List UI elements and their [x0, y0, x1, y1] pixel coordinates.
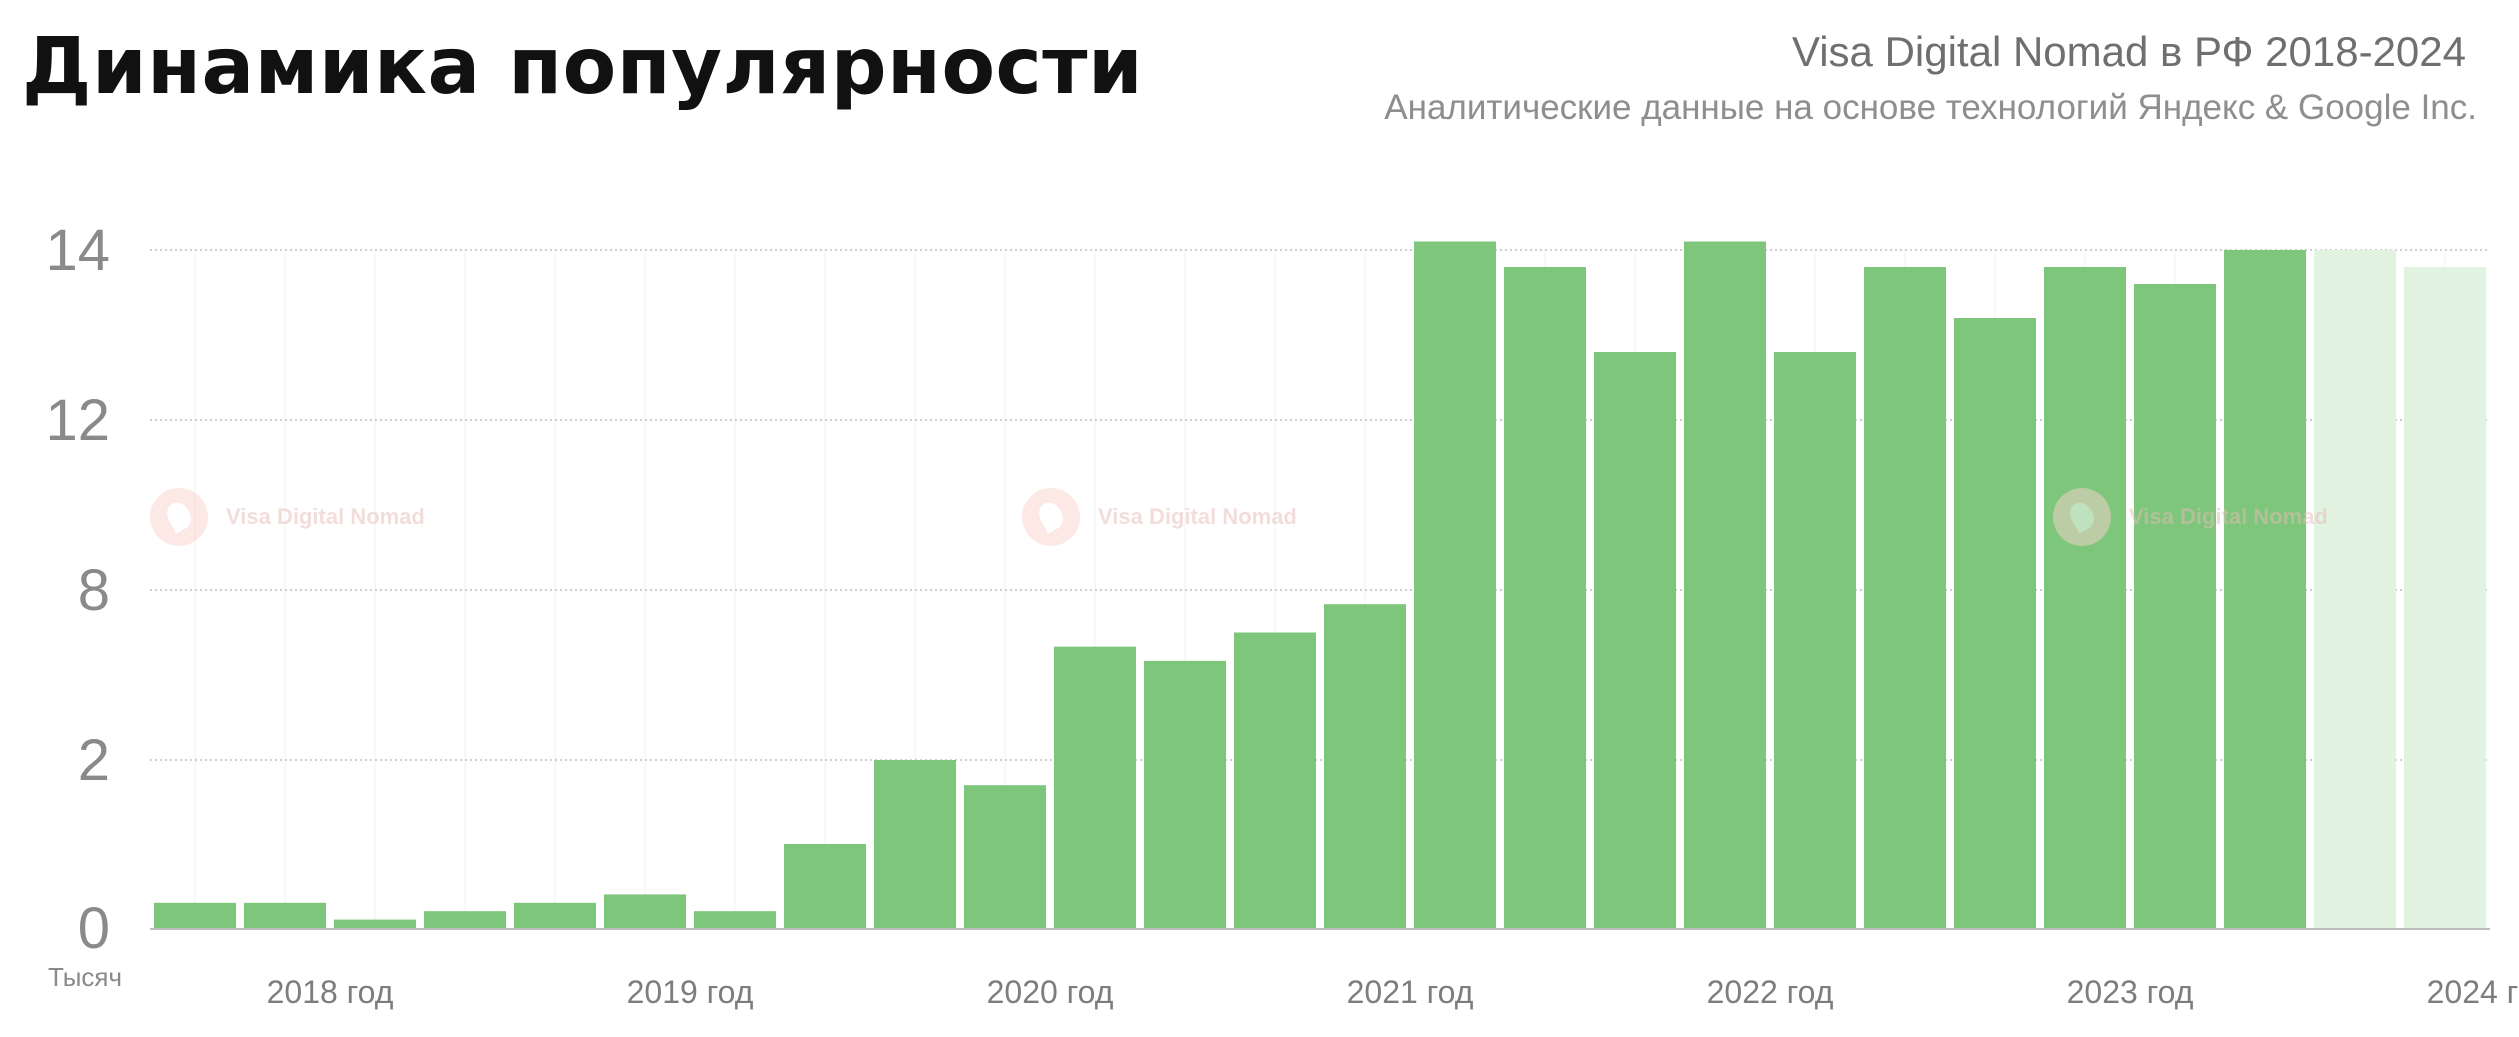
watermark: Visa Digital Nomad [1022, 488, 1297, 546]
source-note: Аналитические данные на основе технологи… [1384, 88, 2477, 127]
y-tick-label: 2 [78, 728, 110, 793]
bar [1414, 241, 1496, 928]
x-year-label: 2024 год [2427, 974, 2519, 1010]
bar [2404, 267, 2486, 928]
bar [874, 760, 956, 928]
bar [334, 919, 416, 928]
bar [2134, 284, 2216, 928]
x-year-label: 2023 год [2067, 974, 2194, 1010]
compass-pin-logo-icon [1022, 488, 1080, 546]
x-year-label: 2021 год [1347, 974, 1474, 1010]
bar [1594, 352, 1676, 928]
bar [604, 894, 686, 928]
watermark: Visa Digital Nomad [2053, 488, 2328, 546]
bar [244, 902, 326, 928]
bar [514, 902, 596, 928]
watermark-text: Visa Digital Nomad [1098, 504, 1297, 529]
bar [424, 911, 506, 928]
x-year-label: 2022 год [1707, 974, 1834, 1010]
bar [1684, 241, 1766, 928]
bar [1144, 660, 1226, 928]
compass-pin-logo-icon [150, 488, 208, 546]
x-year-label: 2020 год [987, 974, 1114, 1010]
y-tick-label: 14 [45, 218, 110, 283]
chart-subtitle: Visa Digital Nomad в РФ 2018-2024 [1791, 28, 2466, 75]
watermark-text: Visa Digital Nomad [226, 504, 425, 529]
y-tick-label: 8 [78, 558, 110, 623]
bar [694, 911, 776, 928]
bar [1054, 646, 1136, 928]
bar [1504, 267, 1586, 928]
y-tick-label: 12 [45, 388, 110, 453]
bar [2224, 250, 2306, 928]
bar [1234, 632, 1316, 928]
y-axis-unit-label: Тысяч [48, 962, 123, 992]
watermark: Visa Digital Nomad [150, 488, 425, 546]
bar [2314, 250, 2396, 928]
bar [1324, 604, 1406, 928]
bar [1774, 352, 1856, 928]
page-title: Динамика популярности [22, 22, 1144, 112]
y-tick-label: 0 [78, 896, 110, 961]
x-year-label: 2018 год [267, 974, 394, 1010]
bar [964, 785, 1046, 928]
bar [154, 902, 236, 928]
x-year-label: 2019 год [627, 974, 754, 1010]
bar [784, 844, 866, 928]
bar [2044, 267, 2126, 928]
bar [1864, 267, 1946, 928]
watermark-text: Visa Digital Nomad [2129, 504, 2328, 529]
bar [1954, 318, 2036, 928]
compass-pin-logo-icon [2053, 488, 2111, 546]
